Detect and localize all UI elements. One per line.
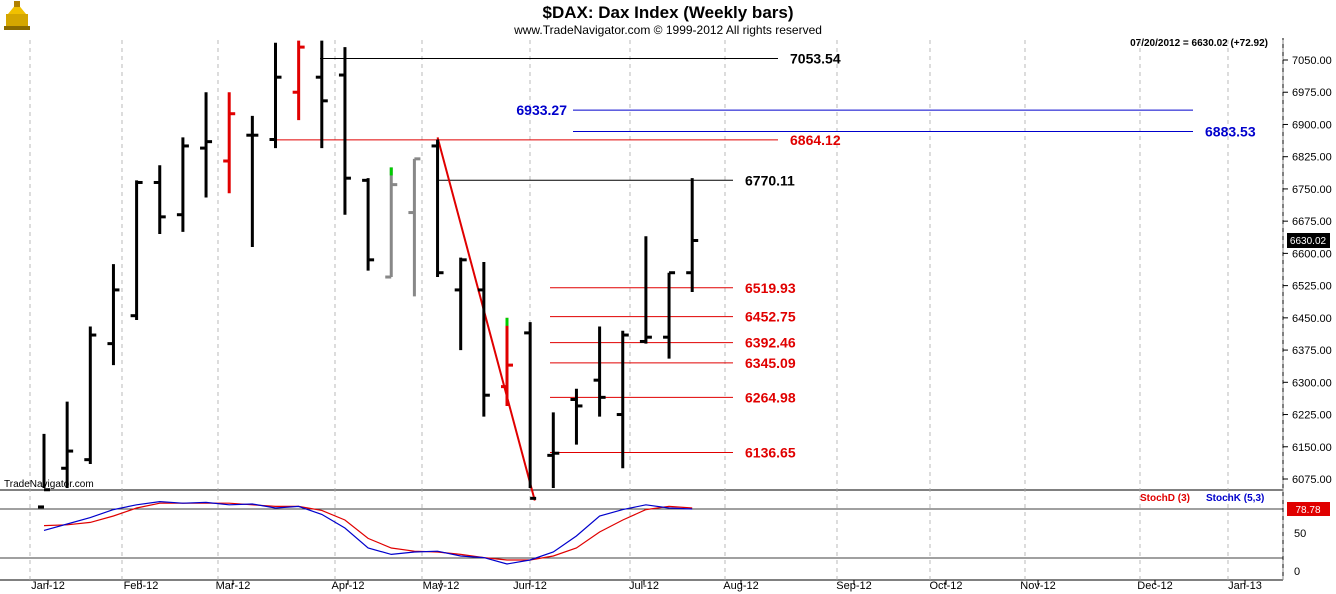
ohlc-bar-14 xyxy=(362,178,375,271)
chart-title: $DAX: Dax Index (Weekly bars) xyxy=(543,3,794,22)
price-tick-label-8: 6675.00 xyxy=(1292,216,1332,228)
ohlc-bar-4 xyxy=(130,180,143,320)
ohlc-bar-1 xyxy=(61,401,74,488)
stoch-value-label: 78.78 xyxy=(1295,505,1320,516)
ohlc-bar-25 xyxy=(616,330,629,469)
price-tick-label-6: 6525.00 xyxy=(1292,281,1332,293)
stochk-line xyxy=(43,500,693,565)
ohlc-bar-10 xyxy=(269,42,282,149)
stochd-line xyxy=(43,502,693,561)
ohlc-bar-12 xyxy=(315,40,328,149)
price-tick-label-9: 6750.00 xyxy=(1292,184,1332,196)
ohlc-bar-26 xyxy=(639,236,652,344)
level-label-9: 6264.98 xyxy=(745,389,796,405)
stoch-tick-50: 50 xyxy=(1294,528,1306,540)
date-tick-label-8: Sep-12 xyxy=(836,580,871,592)
price-tick-label-10: 6825.00 xyxy=(1292,152,1332,164)
date-tick-label-11: Dec-12 xyxy=(1137,580,1172,592)
date-tick-label-10: Nov-12 xyxy=(1020,580,1055,592)
level-label-0: 7053.54 xyxy=(790,50,841,66)
last-price-badge xyxy=(1287,233,1330,248)
date-tick-label-12: Jan-13 xyxy=(1228,580,1262,592)
price-tick-label-4: 6375.00 xyxy=(1292,345,1332,357)
ohlc-bar-8 xyxy=(223,92,236,194)
trendline xyxy=(436,137,536,501)
watermark-text: TradeNavigator.com xyxy=(4,479,94,490)
stoch-tick-0: 0 xyxy=(1294,566,1300,578)
price-tick-label-13: 7050.00 xyxy=(1292,55,1332,67)
level-label-4: 6770.11 xyxy=(745,172,795,188)
date-axis: Jan-12 Feb-12 Mar-12 Apr-12 May-12 Jun-12 Jul-… xyxy=(31,580,1262,592)
ohlc-bar-5 xyxy=(153,165,166,235)
level-label-2: 6883.53 xyxy=(1205,124,1256,140)
price-tick-label-2: 6225.00 xyxy=(1292,410,1332,422)
date-tick-label-0: Jan-12 xyxy=(31,580,65,592)
ohlc-bar-9 xyxy=(246,115,259,247)
price-tick-label-0: 6075.00 xyxy=(1292,474,1332,486)
price-axis: 6075.00 6150.00 6225.00 6300.00 6375.00 6450.… xyxy=(1283,55,1332,486)
date-tick-label-6: Jul-12 xyxy=(629,580,659,592)
ohlc-bar-11 xyxy=(292,40,305,121)
price-tick-label-1: 6150.00 xyxy=(1292,442,1332,454)
date-tick-label-3: Apr-12 xyxy=(331,580,364,592)
ohlc-bar-13 xyxy=(338,47,351,215)
price-tick-label-5: 6450.00 xyxy=(1292,313,1332,325)
ohlc-bar-23 xyxy=(570,388,583,445)
price-levels: 7053.54 6933.27 6883.53 6864.12 6770.11 6519.… xyxy=(275,50,1256,461)
date-tick-label-5: Jun-12 xyxy=(513,580,547,592)
ohlc-bar-27 xyxy=(663,271,676,359)
ohlc-bar-21 xyxy=(524,322,537,500)
level-label-6: 6452.75 xyxy=(745,309,796,325)
date-tick-label-2: Mar-12 xyxy=(216,580,251,592)
copyright-text: www.TradeNavigator.com © 1999-2012 All r… xyxy=(513,23,822,37)
date-tick-label-9: Oct-12 xyxy=(929,580,962,592)
level-label-3: 6864.12 xyxy=(790,132,841,148)
level-label-10: 6136.65 xyxy=(745,445,796,461)
last-bar-info: 07/20/2012 = 6630.02 (+72.92) xyxy=(1130,38,1268,49)
level-label-1: 6933.27 xyxy=(516,102,567,118)
ohlc-bar-20 xyxy=(501,317,513,406)
ohlc-bar-24 xyxy=(593,326,606,417)
ohlc-bar-22 xyxy=(547,412,560,488)
ohlc-bar-17 xyxy=(431,139,444,278)
ohlc-bar-0 xyxy=(38,433,50,509)
date-tick-label-4: May-12 xyxy=(423,580,460,592)
ohlc-bar-3 xyxy=(107,264,120,366)
stochastic-panel: StochD (3) StochK (5,3) 50 0 78.78 xyxy=(0,493,1330,578)
trendline-line xyxy=(436,137,536,501)
price-tick-label-3: 6300.00 xyxy=(1292,377,1332,389)
stochd-legend: StochD (3) xyxy=(1140,493,1190,504)
stochk-legend: StochK (5,3) xyxy=(1206,493,1264,504)
level-label-8: 6345.09 xyxy=(745,355,796,371)
ohlc-bar-6 xyxy=(176,137,189,232)
trade-navigator-logo-icon xyxy=(4,1,30,30)
ohlc-bar-19 xyxy=(477,261,490,417)
ohlc-bar-16 xyxy=(408,157,421,297)
ohlc-bar-28 xyxy=(686,178,699,293)
ohlc-bar-18 xyxy=(454,257,467,351)
ohlc-bars xyxy=(38,40,699,509)
last-price-label: 6630.02 xyxy=(1290,236,1327,247)
ohlc-bar-15 xyxy=(385,167,398,279)
date-tick-label-1: Feb-12 xyxy=(124,580,159,592)
ohlc-bar-7 xyxy=(200,92,213,198)
price-tick-label-11: 6900.00 xyxy=(1292,119,1332,131)
date-tick-label-7: Aug-12 xyxy=(723,580,758,592)
level-label-7: 6392.46 xyxy=(745,335,796,351)
stoch-value-badge xyxy=(1287,502,1330,516)
price-tick-label-7: 6600.00 xyxy=(1292,248,1332,260)
ohlc-bar-2 xyxy=(84,326,97,464)
price-tick-label-12: 6975.00 xyxy=(1292,87,1332,99)
vertical-gridlines xyxy=(29,40,1284,580)
level-label-5: 6519.93 xyxy=(745,280,796,296)
